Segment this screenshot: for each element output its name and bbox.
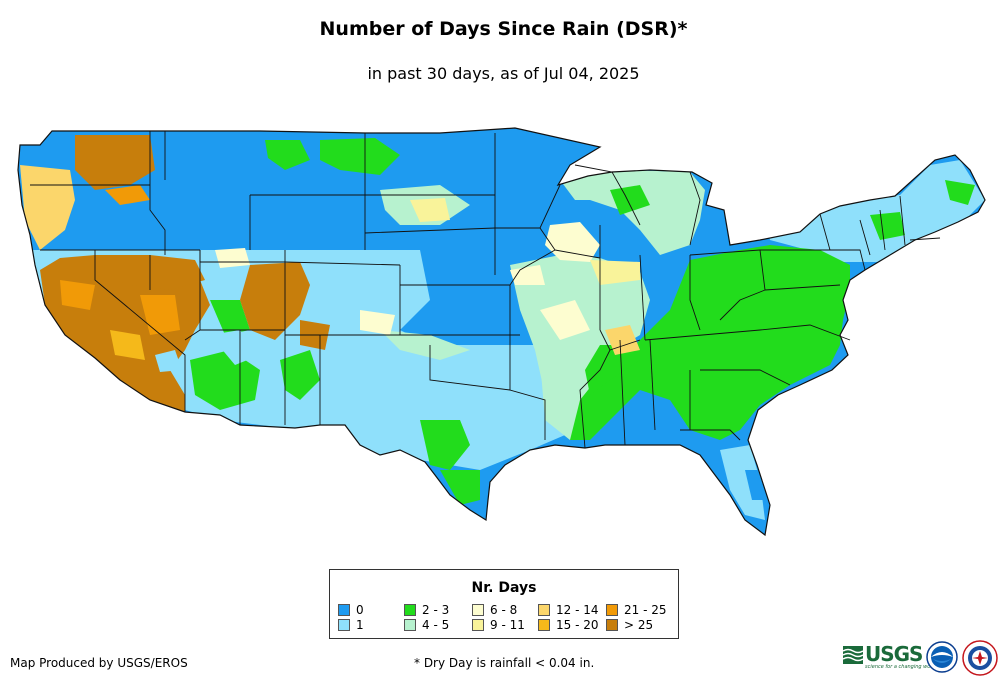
legend-swatch <box>606 618 618 631</box>
legend-swatch <box>472 618 484 631</box>
legend-swatch <box>404 603 416 616</box>
legend-item: 0 <box>338 603 418 618</box>
legend-label: 2 - 3 <box>422 603 450 617</box>
map-title: Number of Days Since Rain (DSR)* <box>319 18 688 40</box>
legend-swatch <box>472 603 484 616</box>
usgs-logo-text: USGS <box>865 642 923 666</box>
legend-item: 9 - 11 <box>472 618 552 633</box>
legend-item: 12 - 14 <box>538 603 618 618</box>
legend-label: 0 <box>356 603 364 617</box>
legend-item: 1 <box>338 618 418 633</box>
legend-swatch <box>606 603 618 616</box>
us-dsr-map <box>17 127 986 536</box>
legend-label: 21 - 25 <box>624 603 667 617</box>
legend-item: 2 - 3 <box>404 603 484 618</box>
legend-item: > 25 <box>606 618 686 633</box>
legend-item: 6 - 8 <box>472 603 552 618</box>
nws-seal-icon <box>962 640 998 676</box>
legend-label: > 25 <box>624 618 654 632</box>
legend-swatch <box>338 618 350 631</box>
legend-swatch <box>338 603 350 616</box>
legend-label: 12 - 14 <box>556 603 599 617</box>
legend-item: 21 - 25 <box>606 603 686 618</box>
legend-swatch <box>538 603 550 616</box>
legend-item: 15 - 20 <box>538 618 618 633</box>
legend-label: 15 - 20 <box>556 618 599 632</box>
legend-label: 4 - 5 <box>422 618 450 632</box>
legend-label: 9 - 11 <box>490 618 525 632</box>
legend-label: 1 <box>356 618 364 632</box>
map-credit: Map Produced by USGS/EROS <box>10 656 188 670</box>
legend-swatch <box>538 618 550 631</box>
legend-swatch <box>404 618 416 631</box>
map-legend: Nr. Days 0 1 2 - 3 4 - 5 6 - 8 9 - 11 12… <box>329 569 679 639</box>
usgs-tagline: science for a changing world <box>865 664 937 670</box>
dry-day-note: * Dry Day is rainfall < 0.04 in. <box>414 656 595 670</box>
usgs-logo: USGS science for a changing world <box>843 642 937 670</box>
legend-label: 6 - 8 <box>490 603 518 617</box>
map-subtitle: in past 30 days, as of Jul 04, 2025 <box>367 64 640 83</box>
state-borders <box>30 131 941 449</box>
legend-items: 0 1 2 - 3 4 - 5 6 - 8 9 - 11 12 - 14 15 … <box>338 603 674 635</box>
legend-item: 4 - 5 <box>404 618 484 633</box>
noaa-seal-icon <box>926 641 958 673</box>
legend-title: Nr. Days <box>471 580 537 596</box>
usgs-wave-icon <box>843 646 863 664</box>
